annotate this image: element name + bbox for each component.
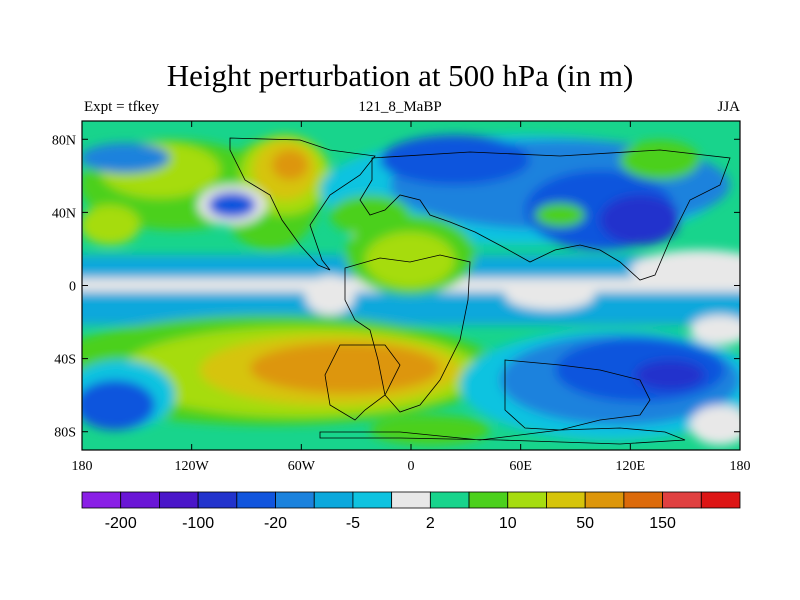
colorbar-swatch [623,491,663,509]
y-tick-label: 0 [69,280,76,295]
x-tick-label: 60E [509,459,532,474]
colorbar-swatch [275,491,315,509]
colorbar-swatch [507,491,547,509]
coastline-north-america [229,137,376,271]
colorbar-label: -100 [182,515,214,532]
colorbar-label: -200 [105,515,137,532]
colorbar-swatch [159,491,199,509]
colorbar-swatch [81,491,122,509]
colorbar-label: 50 [576,515,594,532]
coastline-eurasia [359,149,731,281]
colorbar-swatch [584,491,625,509]
y-tick-label: 80N [52,133,76,148]
season-label: JJA [717,99,740,115]
colorbar-label: 150 [649,515,676,532]
x-tick-label: 180 [730,459,751,474]
colorbar-swatch [700,491,741,509]
colorbar-swatch [352,491,393,509]
y-tick-label: 40N [52,206,76,221]
x-tick-label: 120W [175,459,210,474]
colorbar-swatch [197,491,238,509]
colorbar-label: -20 [264,515,287,532]
x-tick-label: 120E [616,459,646,474]
coastlines [229,137,731,445]
x-tick-label: 0 [408,459,415,474]
colorbar-label: 2 [426,515,435,532]
x-tick-label: 60W [288,459,316,474]
colorbar-label: -5 [346,515,360,532]
y-tick-label: 40S [54,353,76,368]
colorbar-swatch [468,491,509,509]
chart-title: Height perturbation at 500 hPa (in m) [166,58,634,93]
x-tick-label: 180 [72,459,93,474]
contour-field [82,121,740,450]
colorbar-swatch [236,491,276,509]
coastline-africa [344,254,471,413]
x-axis: 180 120W 60W 0 60E 120E 180 [72,121,751,474]
run-label: 121_8_MaBP [358,99,442,115]
colorbar-swatch [391,491,431,509]
experiment-label: Expt = tfkey [84,99,160,115]
colorbar-label: 10 [499,515,517,532]
coastline-antarctica [319,427,686,445]
colorbar-swatch [313,491,354,509]
coastline-south-america [324,344,401,421]
colorbar: -200 -100 -20 -5 2 10 50 150 [81,491,741,532]
y-tick-label: 80S [54,426,76,441]
colorbar-swatch [662,491,702,509]
y-axis: 80N 40N 0 40S 80S [52,133,740,441]
colorbar-swatch [546,491,586,509]
colorbar-swatch [120,491,160,509]
colorbar-swatch [429,491,470,509]
coastline-australia [504,359,651,431]
